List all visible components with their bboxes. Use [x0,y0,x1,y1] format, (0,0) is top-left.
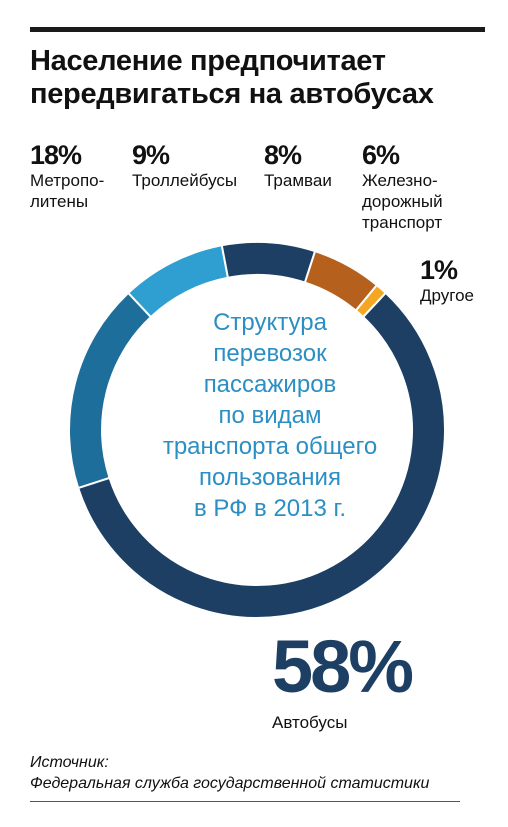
category-label-trolleybus: Троллейбусы [132,171,238,190]
slice-buses [76,291,446,619]
source-label: Источник: [30,754,109,771]
value-label-metro: 18% [30,140,82,170]
slice-tram [220,241,317,284]
bottom-rule [30,801,460,802]
label-tram: 8% Трамваи [264,140,332,191]
value-label-tram: 8% [264,140,302,170]
label-other: 1% Другое [420,255,474,306]
category-label-metro: Метропо- литены [30,171,105,211]
label-railway: 6% Железно- дорожный транспорт [362,140,443,233]
value-label-other: 1% [420,255,458,285]
category-label-other: Другое [420,286,475,305]
source-text: Федеральная служба государственной стати… [30,775,430,792]
category-label-tram: Трамваи [264,171,332,190]
value-label-railway: 6% [362,140,400,170]
source: Источник: Федеральная служба государстве… [30,752,490,794]
label-buses: 58% Автобусы [272,625,414,733]
label-trolleybus: 9% Троллейбусы [132,140,237,191]
top-rule [30,27,485,32]
slice-metro [68,291,153,490]
category-label-buses: Автобусы [272,713,348,732]
value-label-buses: 58% [272,625,414,708]
chart-title: Население предпочитает передвигаться на … [30,45,434,110]
category-label-railway: Железно- дорожный транспорт [362,171,443,232]
center-text: Структура перевозок пассажиров по видам … [162,309,378,522]
value-label-trolleybus: 9% [132,140,170,170]
label-metro: 18% Метропо- литены [30,140,104,212]
